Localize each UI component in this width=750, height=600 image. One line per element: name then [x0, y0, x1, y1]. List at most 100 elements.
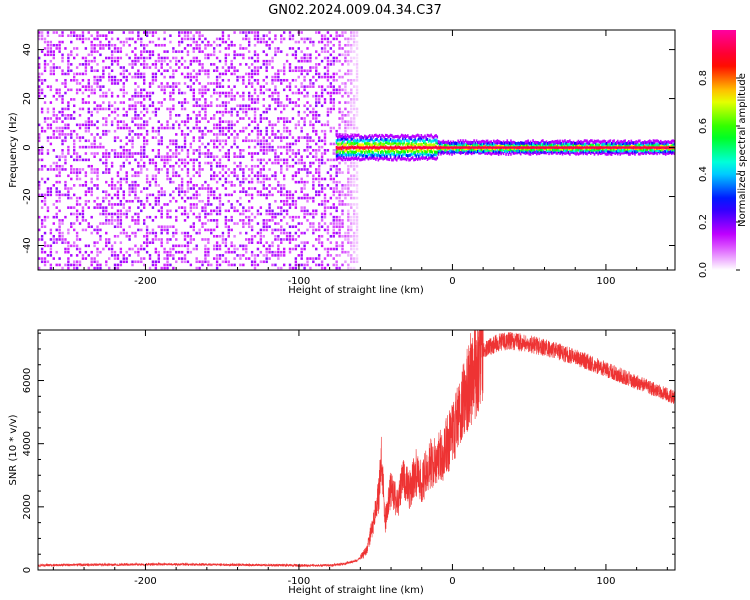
noise-cell — [128, 161, 131, 165]
narrowband-cell — [429, 134, 431, 138]
noise-cell — [309, 37, 312, 41]
noise-cell — [195, 260, 198, 264]
noise-cell — [160, 88, 163, 92]
noise-cell — [256, 136, 260, 139]
noise-cell — [344, 114, 347, 117]
noise-cell — [40, 206, 44, 209]
noise-cell — [329, 107, 333, 111]
noise-cell — [157, 101, 160, 104]
noise-cell — [207, 82, 210, 85]
noise-cell — [180, 129, 184, 133]
noise-cell — [58, 164, 61, 168]
noise-cell — [218, 117, 222, 120]
noise-cell — [145, 66, 149, 69]
noise-cell — [224, 260, 228, 264]
noise-cell — [183, 66, 187, 69]
narrowband-cell — [502, 144, 505, 148]
narrowband-cell — [345, 142, 348, 146]
noise-cell — [128, 234, 131, 238]
noise-cell — [75, 263, 79, 267]
noise-cell — [233, 139, 236, 143]
noise-cell — [102, 196, 105, 200]
noise-cell — [227, 110, 230, 114]
noise-cell — [291, 225, 295, 229]
noise-cell — [201, 187, 204, 190]
noise-cell — [55, 66, 58, 69]
noise-cell — [253, 34, 257, 38]
noise-cell — [96, 187, 99, 190]
narrowband-cell — [341, 158, 344, 162]
noise-cell — [67, 56, 70, 60]
noise-cell — [224, 171, 228, 174]
noise-cell — [110, 37, 114, 41]
narrowband-cell — [400, 157, 403, 161]
noise-cell — [282, 126, 286, 130]
noise-cell — [67, 126, 70, 130]
narrowband-cell — [393, 153, 396, 157]
noise-cell — [320, 177, 324, 181]
noise-cell — [131, 152, 134, 155]
noise-cell — [99, 158, 102, 162]
noise-cell — [221, 34, 225, 38]
noise-cell — [242, 174, 245, 178]
noise-cell — [320, 203, 324, 206]
noise-cell — [128, 72, 131, 76]
noise-cell — [160, 187, 163, 190]
noise-cell — [352, 101, 356, 104]
noise-cell — [277, 101, 280, 104]
noise-cell — [160, 190, 163, 194]
noise-cell — [268, 244, 271, 248]
noise-cell — [271, 139, 274, 143]
noise-cell — [233, 129, 236, 133]
noise-cell — [64, 247, 67, 251]
noise-cell — [119, 250, 123, 254]
noise-cell — [105, 149, 108, 152]
noise-cell — [192, 82, 195, 85]
noise-cell — [210, 82, 213, 85]
noise-cell — [227, 155, 230, 158]
noise-cell — [75, 158, 79, 162]
noise-cell — [142, 47, 146, 50]
noise-cell — [262, 91, 265, 95]
noise-cell — [166, 231, 169, 235]
noise-cell — [195, 40, 198, 44]
noise-cell — [215, 206, 219, 209]
noise-cell — [317, 193, 321, 197]
noise-cell — [119, 145, 123, 149]
noise-cell — [210, 231, 213, 235]
noise-cell — [119, 47, 123, 50]
noise-cell — [46, 63, 50, 66]
noise-cell — [67, 196, 70, 200]
narrowband-cell — [430, 140, 432, 144]
narrowband-cell — [427, 153, 430, 157]
noise-cell — [265, 152, 268, 155]
narrowband-cell — [473, 150, 475, 154]
noise-cell — [352, 190, 356, 194]
noise-cell — [102, 133, 105, 136]
noise-cell — [128, 199, 131, 203]
narrowband-cell — [372, 135, 375, 139]
noise-cell — [116, 126, 120, 130]
noise-cell — [64, 180, 67, 184]
narrowband-cell — [393, 156, 396, 160]
noise-cell — [306, 241, 309, 244]
noise-cell — [347, 209, 350, 213]
noise-cell — [172, 126, 175, 130]
noise-cell — [320, 190, 324, 194]
noise-cell — [204, 161, 207, 165]
noise-cell — [49, 88, 53, 92]
narrowband-cell — [491, 142, 494, 146]
noise-cell — [280, 168, 283, 171]
narrowband-cell — [339, 151, 342, 155]
noise-cell — [55, 129, 58, 133]
narrowband-cell — [376, 137, 378, 141]
noise-cell — [169, 209, 172, 213]
noise-cell — [256, 241, 260, 244]
noise-cell — [128, 133, 131, 136]
noise-cell — [177, 244, 181, 248]
noise-cell — [52, 114, 55, 117]
noise-cell — [113, 149, 117, 152]
narrowband-cell — [447, 150, 450, 154]
noise-cell — [253, 78, 257, 82]
noise-cell — [285, 126, 289, 130]
